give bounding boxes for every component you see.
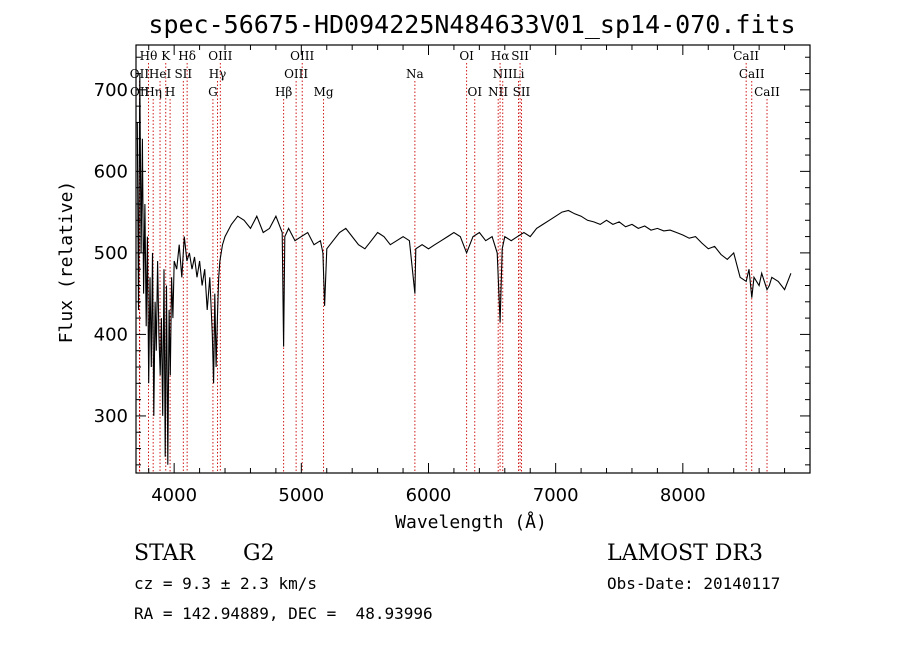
coordinates: RA = 142.94889, DEC = 48.93996: [134, 604, 433, 623]
y-tick-label: 500: [94, 243, 128, 264]
line-label-22: Hβ: [275, 85, 292, 99]
chart-title: spec-56675-HD094225N484633V01_sp14-070.f…: [148, 10, 795, 39]
line-label-13: OIII: [284, 67, 308, 81]
object-subclass: G2: [243, 541, 275, 566]
line-label-10: HeI: [149, 67, 172, 81]
line-label-20: H: [165, 85, 175, 99]
line-label-14: Na: [406, 67, 424, 81]
line-label-16: Li: [513, 67, 525, 81]
line-label-26: SII: [513, 85, 531, 99]
redshift-text: cz = 9.3 ± 2.3 km/s: [134, 574, 317, 593]
plot-frame: [135, 44, 811, 474]
x-tick-label: 7000: [533, 485, 579, 506]
survey-name: LAMOST DR3: [607, 541, 763, 566]
y-axis-label: Flux (relative): [56, 181, 77, 344]
x-axis-label: Wavelength (Å): [395, 511, 547, 533]
y-tick-label: 300: [94, 406, 128, 427]
x-tick-label: 8000: [660, 485, 706, 506]
line-label-25: NII: [488, 85, 508, 99]
spectral-line-markers: [138, 63, 768, 473]
line-label-4: OIII: [290, 49, 314, 63]
line-label-5: OI: [459, 49, 474, 63]
line-label-17: CaII: [739, 67, 765, 81]
line-label-7: SII: [511, 49, 529, 63]
x-tick-label: 6000: [406, 485, 452, 506]
obs-date: Obs-Date: 20140117: [607, 574, 780, 593]
y-tick-label: 400: [94, 324, 128, 345]
line-label-21: G: [208, 85, 218, 99]
line-label-8: CaII: [733, 49, 759, 63]
y-axis-ticks: 300 400 500 600 700: [94, 56, 810, 466]
spectrum-line: [136, 73, 792, 465]
x-tick-label: 4000: [151, 485, 197, 506]
y-tick-label: 600: [94, 161, 128, 182]
line-label-3: OIII: [208, 49, 232, 63]
line-label-15: NII: [493, 67, 513, 81]
x-tick-label: 5000: [278, 485, 324, 506]
x-axis-ticks: 4000 5000 6000 7000 8000: [148, 45, 786, 506]
line-label-12: Hγ: [209, 67, 227, 81]
line-label-27: CaII: [754, 85, 780, 99]
line-label-19: Hη: [144, 85, 162, 99]
line-label-6: Hα: [491, 49, 510, 63]
line-label-24: OI: [467, 85, 482, 99]
y-tick-label: 700: [94, 80, 128, 101]
line-label-2: Hδ: [178, 49, 196, 63]
line-label-0: Hθ: [140, 49, 158, 63]
line-label-1: K: [161, 49, 171, 63]
line-label-11: SII: [174, 67, 192, 81]
object-class: STAR: [134, 541, 196, 566]
line-label-23: Mg: [314, 85, 334, 99]
